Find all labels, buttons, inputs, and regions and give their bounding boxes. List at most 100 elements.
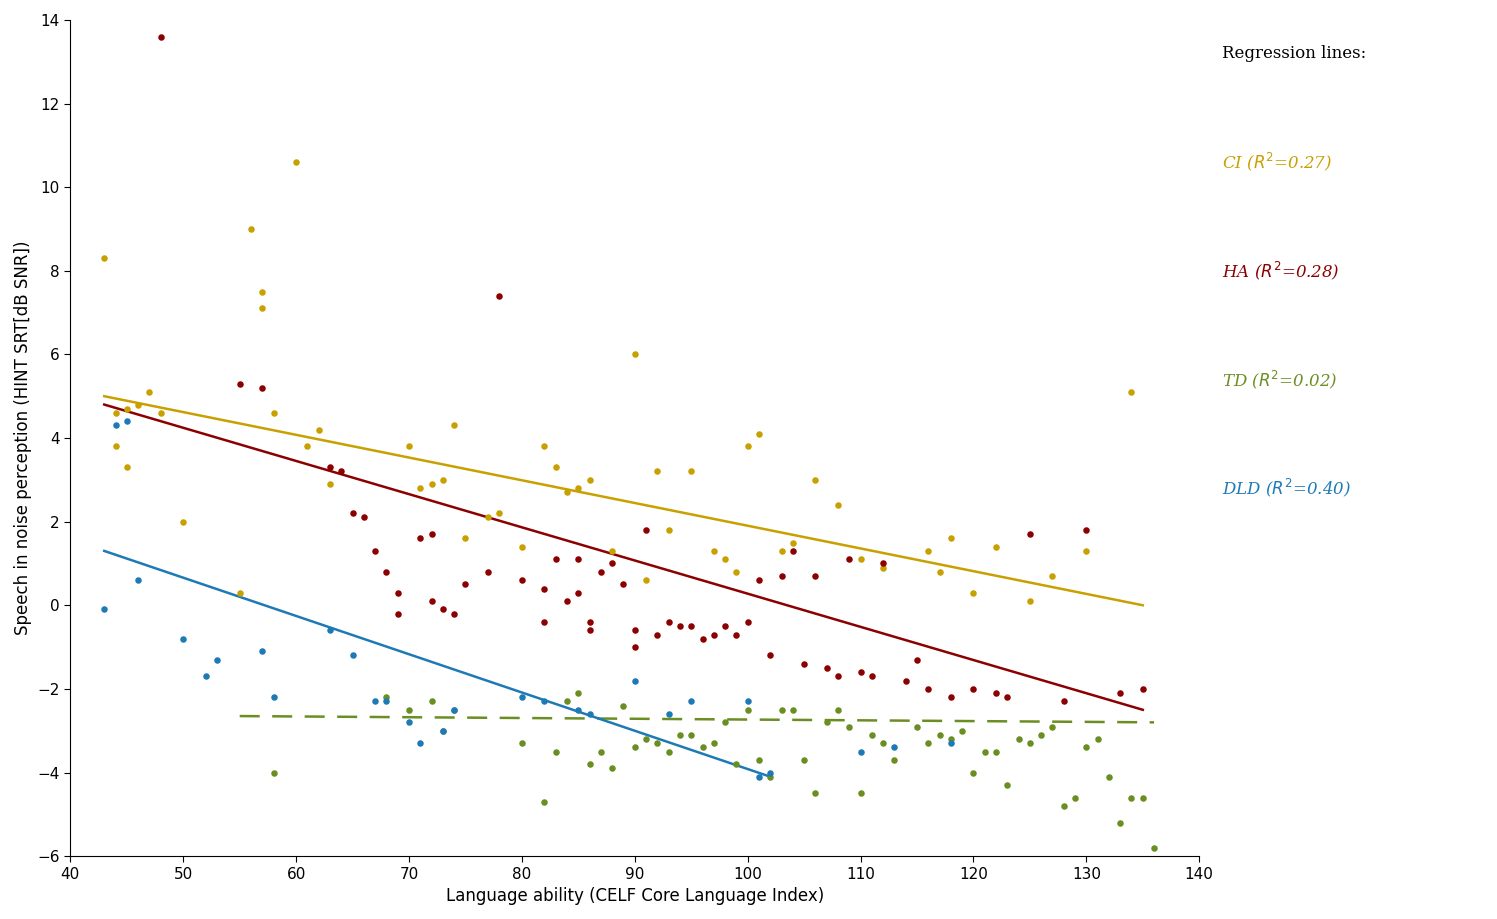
Point (804, 472, 828, 487)
Point (668, 618, 692, 633)
Point (769, 702, 793, 717)
Point (454, 531, 478, 546)
Point (510, 690, 534, 705)
Point (442, 418, 466, 433)
Point (657, 615, 681, 630)
Point (476, 510, 500, 525)
Point (849, 552, 873, 567)
Point (409, 531, 433, 546)
Point (984, 686, 1007, 700)
Point (103, 405, 127, 420)
Point (747, 573, 771, 587)
Point (386, 607, 410, 621)
Point (623, 347, 647, 362)
Point (1130, 682, 1154, 697)
Point (849, 786, 873, 800)
Point (826, 702, 850, 717)
Point (826, 669, 850, 684)
Point (307, 423, 331, 437)
Point (533, 615, 557, 630)
Point (1052, 694, 1076, 709)
Point (115, 414, 139, 428)
Point (713, 618, 737, 633)
Point (555, 485, 579, 500)
Point (1040, 720, 1064, 734)
Point (329, 464, 353, 479)
Text: Regression lines:: Regression lines: (1222, 45, 1367, 62)
Point (725, 564, 748, 579)
Point (961, 682, 985, 697)
Point (1063, 790, 1087, 805)
Text: HA ($\mathit{R}^2$=0.28): HA ($\mathit{R}^2$=0.28) (1222, 259, 1340, 282)
Point (1040, 569, 1064, 584)
Point (996, 777, 1019, 792)
Point (262, 766, 286, 780)
Point (454, 577, 478, 592)
Point (250, 301, 274, 316)
Point (826, 497, 850, 512)
Point (804, 786, 828, 800)
Point (996, 690, 1019, 705)
Point (759, 766, 783, 780)
Point (533, 694, 557, 709)
Point (374, 690, 398, 705)
Point (849, 664, 873, 679)
Point (1120, 385, 1144, 400)
Point (600, 761, 624, 776)
Point (317, 477, 341, 492)
Point (680, 728, 704, 743)
Point (984, 539, 1007, 554)
Point (341, 506, 365, 521)
Point (419, 527, 443, 541)
Point (442, 702, 466, 717)
Point (645, 464, 669, 479)
Point (623, 623, 647, 638)
Point (871, 736, 895, 751)
Point (747, 426, 771, 441)
Point (228, 376, 251, 391)
Point (228, 585, 251, 600)
Point (588, 744, 612, 759)
Point (939, 531, 963, 546)
Point (262, 405, 286, 420)
Point (735, 615, 759, 630)
Point (374, 694, 398, 709)
Point (419, 594, 443, 608)
Point (138, 385, 162, 400)
Point (1108, 815, 1132, 830)
Point (735, 702, 759, 717)
Point (939, 690, 963, 705)
Point (341, 648, 365, 663)
Point (543, 460, 567, 474)
Point (804, 569, 828, 584)
Point (781, 543, 805, 558)
Point (725, 627, 748, 641)
Point (1052, 799, 1076, 813)
Point (1018, 594, 1042, 608)
Point (566, 702, 590, 717)
Point (555, 694, 579, 709)
Point (635, 573, 659, 587)
Point (533, 794, 557, 809)
Point (364, 694, 388, 709)
Point (600, 556, 624, 571)
Point (442, 607, 466, 621)
Point (657, 523, 681, 538)
Point (939, 736, 963, 751)
Point (623, 640, 647, 654)
Point (623, 740, 647, 754)
Point (645, 627, 669, 641)
Point (859, 669, 883, 684)
Point (171, 631, 195, 646)
Point (115, 402, 139, 416)
Point (702, 736, 726, 751)
Point (894, 674, 918, 688)
Point (240, 221, 263, 236)
Point (1097, 769, 1121, 784)
Point (250, 380, 274, 395)
Point (690, 631, 714, 646)
Point (1130, 790, 1154, 805)
Point (680, 618, 704, 633)
Point (814, 661, 838, 675)
Point (668, 728, 692, 743)
